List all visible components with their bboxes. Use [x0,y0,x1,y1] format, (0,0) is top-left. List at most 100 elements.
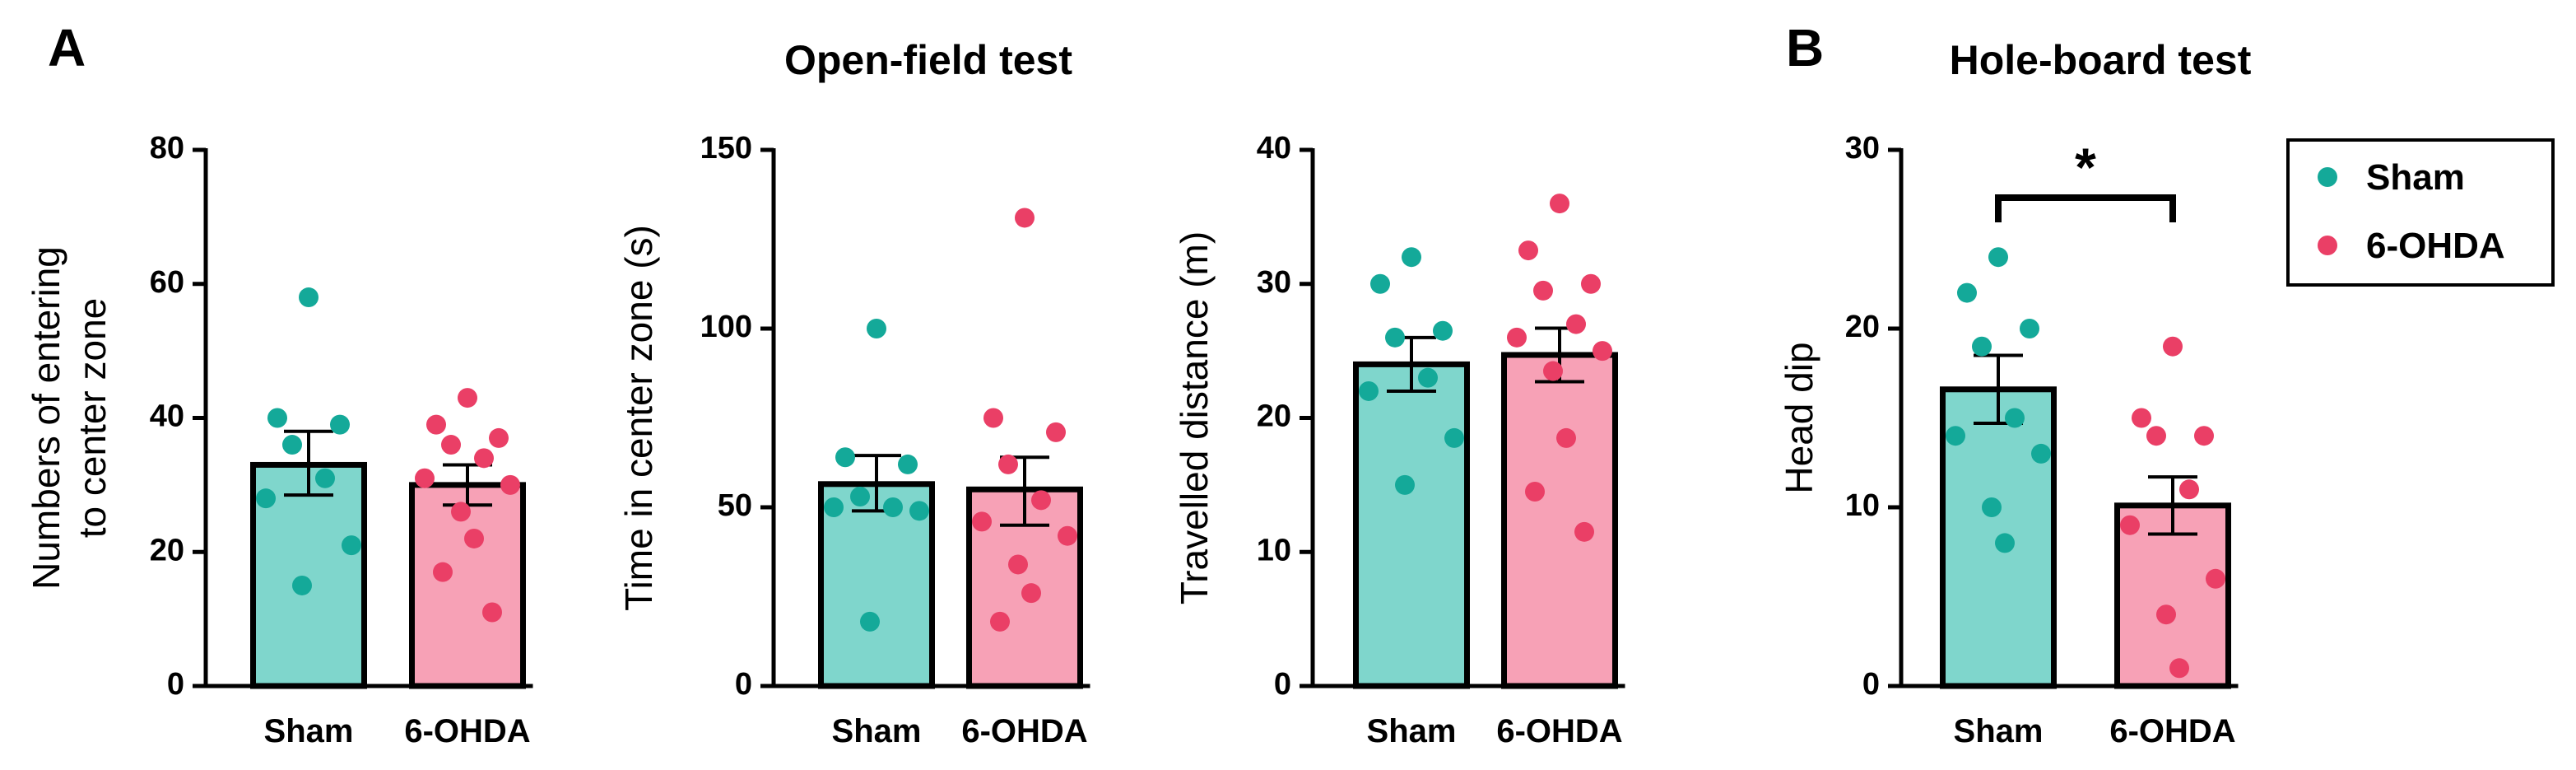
data-point-6ohda [1556,427,1576,448]
y-tick-label: 0 [167,667,184,702]
legend-box [2286,138,2555,287]
data-point-6ohda [1015,208,1035,228]
chart-travelled-distance: Travelled distance (m) Sham 6-OHDA 0 10 20 30 4… [1173,131,1625,749]
data-point-6ohda [1581,273,1601,294]
data-point-sham [1957,282,1977,303]
data-point-sham [2031,443,2051,464]
data-point-sham [342,535,361,556]
y-tick-label: 150 [700,131,752,166]
data-point-sham [1995,533,2015,553]
legend-ohda-marker [2318,236,2337,255]
y-tick-label: 0 [735,667,752,702]
y-axis-label: Head dip [1778,342,1820,493]
y-axis-label: to center zone [71,298,114,539]
data-point-sham [835,447,855,468]
bar-6ohda [1501,352,1618,689]
y-tick-label: 50 [718,488,752,523]
significance-bracket [1995,194,2176,222]
chart-head-dip: Head dip Sham 6-OHDA 0 10 20 30 * [1778,131,2239,749]
data-point-sham [256,488,276,509]
data-point-sham [1988,247,2008,268]
data-point-sham [883,497,903,517]
legend-sham-label: Sham [2366,157,2465,198]
data-point-sham [1370,273,1390,294]
data-point-sham [299,287,319,308]
data-point-sham [1972,336,1992,357]
data-point-6ohda [2194,426,2214,446]
data-point-6ohda [482,602,502,623]
y-tick-label: 20 [1845,310,1880,344]
data-point-6ohda [1574,521,1594,542]
y-axis-label: Time in center zone (s) [617,225,660,611]
data-point-6ohda [2132,408,2151,428]
legend-sham-marker [2318,167,2337,187]
data-point-sham [267,408,287,428]
x-tick-label: 6-OHDA [2109,713,2235,749]
y-tick-label: 20 [150,533,184,567]
data-point-6ohda [1525,482,1545,502]
y-tick-label: 20 [1257,399,1291,434]
x-tick-label: Sham [264,713,354,749]
data-point-6ohda [1507,327,1527,348]
x-tick-label: Sham [832,713,922,749]
hole-board-title: Hole-board test [1950,37,2252,83]
y-tick-label: 30 [1257,265,1291,300]
chart-entering-center: Numbers of entering to center zone Sham 6-O… [25,131,533,749]
open-field-title: Open-field test [784,37,1072,83]
data-point-6ohda [1058,525,1077,546]
data-point-6ohda [1543,361,1563,381]
data-point-sham [867,319,886,338]
data-point-6ohda [1046,422,1066,442]
data-point-sham [1385,327,1405,348]
data-point-6ohda [2206,568,2225,589]
data-point-sham [330,414,350,435]
data-point-sham [1418,367,1438,388]
data-point-6ohda [983,408,1003,428]
data-point-sham [315,468,335,488]
x-tick-label: 6-OHDA [1496,713,1622,749]
y-tick-label: 60 [150,265,184,300]
panel-a-letter: A [48,18,86,77]
data-point-sham [1982,497,2002,517]
data-point-6ohda [2179,479,2199,500]
data-point-6ohda [433,562,453,582]
panel-b-letter: B [1786,18,1824,77]
data-point-sham [1433,320,1453,341]
data-point-6ohda [1550,194,1569,214]
data-point-6ohda [1593,341,1612,362]
data-point-6ohda [474,448,494,469]
data-point-sham [1402,247,1421,268]
data-point-6ohda [426,414,446,435]
data-point-sham [860,611,880,632]
x-tick-label: 6-OHDA [961,713,1087,749]
data-point-6ohda [1031,490,1051,511]
data-point-6ohda [464,528,484,548]
data-point-6ohda [2120,515,2140,535]
data-point-6ohda [998,454,1018,474]
data-point-6ohda [1566,314,1586,334]
data-point-6ohda [489,427,509,448]
data-point-6ohda [415,468,435,488]
data-point-6ohda [451,502,471,522]
data-point-6ohda [2156,604,2176,625]
data-point-sham [1359,380,1379,401]
data-point-sham [909,501,929,521]
data-point-6ohda [500,474,520,495]
data-point-sham [2005,408,2025,428]
data-point-sham [1395,474,1415,495]
data-point-sham [292,575,312,595]
y-tick-label: 30 [1845,131,1880,166]
significance-star: * [2075,137,2096,198]
bar-sham [1353,361,1470,689]
data-point-6ohda [2169,658,2189,679]
y-tick-label: 10 [1845,488,1880,523]
chart-time-center: Time in center zone (s) Sham 6-OHDA 0 50 100 1… [617,131,1090,749]
x-tick-label: 6-OHDA [404,713,530,749]
data-point-sham [898,454,918,474]
data-point-6ohda [2146,426,2166,446]
data-point-6ohda [441,435,461,455]
y-tick-label: 10 [1257,533,1291,567]
data-point-sham [1444,427,1464,448]
y-axis-label: Travelled distance (m) [1173,231,1216,604]
